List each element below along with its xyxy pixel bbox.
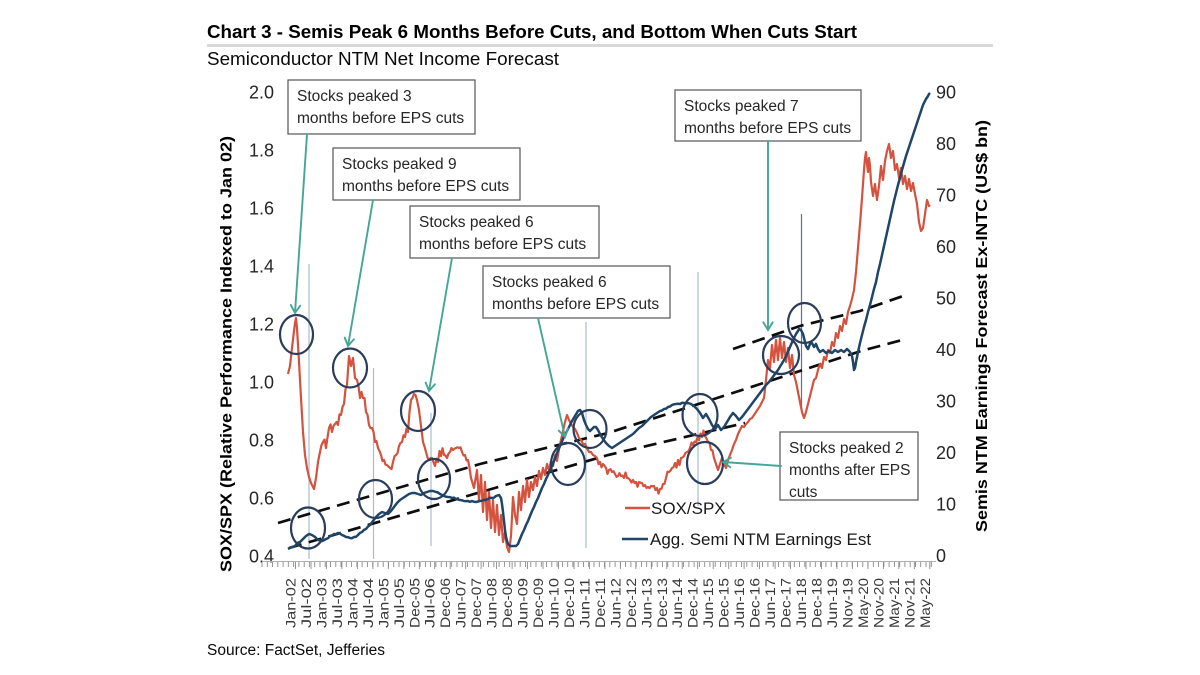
svg-text:SOX/SPX (Relative Performance: SOX/SPX (Relative Performance Indexed to… (219, 136, 236, 572)
svg-text:Stocks peaked 7: Stocks peaked 7 (684, 98, 799, 115)
svg-text:0.4: 0.4 (249, 547, 274, 567)
svg-text:May-20: May-20 (856, 578, 871, 628)
svg-text:Jul-05: Jul-05 (392, 578, 407, 628)
svg-text:Dec-15: Dec-15 (717, 578, 732, 628)
svg-text:Stocks peaked 6: Stocks peaked 6 (492, 274, 607, 291)
svg-text:Jun-07: Jun-07 (454, 578, 469, 628)
svg-text:20: 20 (936, 443, 956, 463)
svg-text:Dec-08: Dec-08 (500, 578, 515, 628)
svg-text:Dec-16: Dec-16 (748, 578, 763, 628)
svg-text:Jun-09: Jun-09 (516, 578, 531, 628)
svg-text:Jan-02: Jan-02 (284, 578, 299, 628)
svg-text:Jan-03: Jan-03 (314, 578, 329, 628)
svg-text:Jun-19: Jun-19 (825, 578, 840, 628)
svg-text:10: 10 (936, 495, 956, 515)
svg-text:May-21: May-21 (887, 578, 902, 628)
svg-text:40: 40 (936, 340, 956, 360)
svg-text:80: 80 (936, 134, 956, 154)
svg-text:Jun-11: Jun-11 (577, 578, 592, 628)
svg-text:1.6: 1.6 (249, 199, 274, 219)
svg-text:Jan-05: Jan-05 (376, 578, 391, 628)
svg-text:months before EPS cuts: months before EPS cuts (419, 236, 586, 253)
svg-text:Jun-08: Jun-08 (485, 578, 500, 628)
svg-text:Jan-04: Jan-04 (345, 577, 360, 628)
svg-text:30: 30 (936, 392, 956, 412)
svg-text:Semiconductor NTM Net Income F: Semiconductor NTM Net Income Forecast (207, 49, 559, 69)
svg-text:Agg. Semi NTM Earnings Est: Agg. Semi NTM Earnings Est (650, 530, 871, 549)
svg-text:Stocks peaked 3: Stocks peaked 3 (297, 88, 412, 105)
svg-text:months before EPS cuts: months before EPS cuts (492, 296, 659, 313)
svg-text:Jul-03: Jul-03 (330, 578, 345, 628)
svg-text:months after EPS: months after EPS (789, 462, 910, 479)
svg-text:50: 50 (936, 289, 956, 309)
svg-text:70: 70 (936, 186, 956, 206)
svg-text:Jun-14: Jun-14 (670, 577, 685, 628)
svg-text:Jun-17: Jun-17 (763, 578, 778, 628)
svg-text:Dec-07: Dec-07 (469, 578, 484, 628)
svg-text:Nov-20: Nov-20 (871, 578, 886, 628)
svg-text:0: 0 (936, 546, 946, 566)
svg-text:Jul-04: Jul-04 (361, 577, 376, 628)
svg-text:1.0: 1.0 (249, 373, 274, 393)
svg-text:Dec-17: Dec-17 (779, 578, 794, 628)
svg-text:Dec-05: Dec-05 (407, 578, 422, 628)
svg-text:0.6: 0.6 (249, 489, 274, 509)
svg-text:0.8: 0.8 (249, 431, 274, 451)
svg-text:Source: FactSet, Jefferies: Source: FactSet, Jefferies (207, 642, 385, 659)
svg-text:1.4: 1.4 (249, 257, 274, 277)
svg-text:Jul-02: Jul-02 (299, 578, 314, 628)
svg-text:SOX/SPX: SOX/SPX (651, 499, 726, 518)
svg-text:Dec-18: Dec-18 (810, 578, 825, 628)
svg-text:Dec-06: Dec-06 (438, 578, 453, 628)
svg-text:Chart 3 - Semis Peak 6 Months: Chart 3 - Semis Peak 6 Months Before Cut… (207, 21, 857, 42)
svg-text:90: 90 (936, 83, 956, 103)
svg-text:Jun-16: Jun-16 (732, 578, 747, 628)
svg-text:Dec-11: Dec-11 (593, 578, 608, 628)
svg-text:Stocks peaked 2: Stocks peaked 2 (789, 440, 904, 457)
svg-text:Dec-13: Dec-13 (655, 578, 670, 628)
svg-text:Dec-14: Dec-14 (686, 577, 701, 628)
svg-text:2.0: 2.0 (249, 83, 274, 103)
svg-text:months before EPS cuts: months before EPS cuts (684, 120, 851, 137)
svg-text:1.2: 1.2 (249, 315, 274, 335)
svg-text:Jun-10: Jun-10 (547, 578, 562, 628)
svg-text:Jul-06: Jul-06 (423, 578, 438, 628)
svg-text:cuts: cuts (789, 484, 818, 501)
svg-text:Stocks peaked 6: Stocks peaked 6 (419, 214, 534, 231)
svg-text:Jun-12: Jun-12 (608, 578, 623, 628)
svg-text:Stocks peaked 9: Stocks peaked 9 (342, 156, 457, 173)
svg-text:Dec-10: Dec-10 (562, 578, 577, 628)
svg-text:Dec-09: Dec-09 (531, 578, 546, 628)
svg-text:months before EPS cuts: months before EPS cuts (342, 178, 509, 195)
svg-text:months before EPS cuts: months before EPS cuts (297, 110, 464, 127)
svg-text:Nov-21: Nov-21 (902, 578, 917, 628)
svg-text:Jun-18: Jun-18 (794, 578, 809, 628)
svg-text:May-22: May-22 (918, 578, 933, 628)
svg-text:1.8: 1.8 (249, 141, 274, 161)
svg-text:Semis NTM Earnings Forecast Ex: Semis NTM Earnings Forecast Ex-INTC (US$… (974, 120, 991, 532)
svg-text:Dec-12: Dec-12 (624, 578, 639, 628)
svg-text:Nov-19: Nov-19 (840, 578, 855, 628)
svg-text:Jun-13: Jun-13 (639, 578, 654, 628)
svg-text:60: 60 (936, 237, 956, 257)
svg-text:Jun-15: Jun-15 (701, 578, 716, 628)
